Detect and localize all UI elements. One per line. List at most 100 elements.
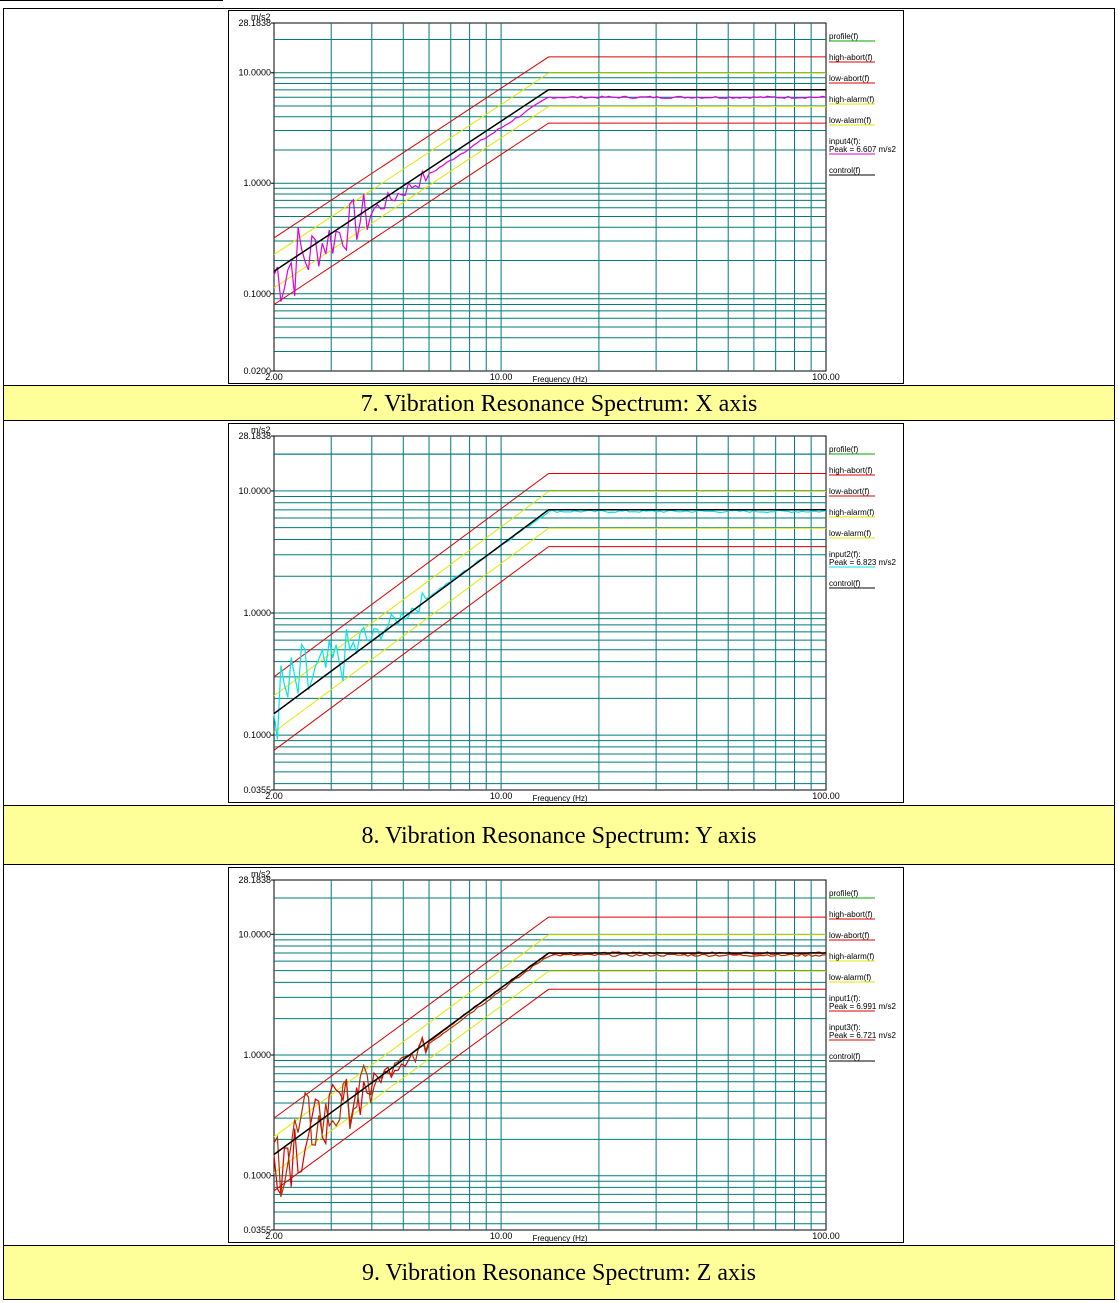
x-tick-label: 100.00 <box>812 372 840 382</box>
x-ticks: 2.00 10.00 100.00 <box>265 791 840 801</box>
chart-x-svg: 28.1838 10.0000 1.0000 0.1000 0.0200 m/s2 2.00… <box>238 12 896 383</box>
x-ticks: 2.00 10.00 100.00 <box>265 372 840 382</box>
legend: profile(f) high-abort(f) low-abort(f) high-… <box>829 32 896 176</box>
legend-item: low-alarm(f) <box>829 973 875 983</box>
series-line <box>273 970 826 1174</box>
legend-item: high-alarm(f) <box>829 95 875 105</box>
y-tick-label: 1.0000 <box>243 608 271 618</box>
legend-sublabel: Peak = 6.607 m/s2 <box>829 145 896 154</box>
series-line <box>273 72 826 256</box>
series-line <box>273 953 827 1198</box>
x-tick-label: 10.00 <box>490 791 513 801</box>
legend-label: input1(f): <box>829 994 861 1003</box>
x-grid <box>330 23 812 371</box>
legend-item: control(f) <box>829 1052 875 1062</box>
legend-item: low-abort(f) <box>829 74 875 84</box>
legend-item: high-alarm(f) <box>829 952 875 962</box>
legend-sublabel: Peak = 6.721 m/s2 <box>829 1031 896 1040</box>
series-6 <box>273 509 826 715</box>
caption-z-text: 9. Vibration Resonance Spectrum: Z axis <box>361 1260 757 1286</box>
chart-row-y: 28.1838 10.0000 1.0000 0.1000 0.0355 m/s2 2.00… <box>4 421 1114 805</box>
y-tick-label: 0.1000 <box>243 1171 271 1181</box>
y-tick-label: 28.1838 <box>238 875 271 885</box>
y-tick-label: 1.0000 <box>243 178 271 188</box>
x-ticks: 2.00 10.00 100.00 <box>265 1231 840 1241</box>
top-rule <box>0 0 223 1</box>
x-tick-label: 2.00 <box>265 372 283 382</box>
y-tick-label: 10.0000 <box>238 929 271 939</box>
plot-area <box>273 22 827 372</box>
legend-item: high-abort(f) <box>829 910 875 920</box>
series-7 <box>273 952 826 1156</box>
legend-label: input2(f): <box>829 550 861 559</box>
series-5 <box>273 95 827 302</box>
caption-x: 7. Vibration Resonance Spectrum: X axis <box>4 385 1114 421</box>
legend-label: high-abort(f) <box>829 53 873 62</box>
legend-item: profile(f) <box>829 889 875 899</box>
series-1 <box>273 473 826 678</box>
legend-label: low-alarm(f) <box>829 116 872 125</box>
chart-frame-x: 28.1838 10.0000 1.0000 0.1000 0.0200 m/s2 2.00… <box>228 10 904 384</box>
legend-label: input3(f): <box>829 1023 861 1032</box>
x-axis-label: Frequency (Hz) <box>532 794 587 802</box>
series-line <box>273 473 826 678</box>
y-grid <box>274 897 826 1225</box>
y-tick-label: 0.0355 <box>243 1225 271 1235</box>
series-6 <box>273 953 827 1198</box>
y-ticks: 28.1838 10.0000 1.0000 0.1000 0.0355 <box>238 431 274 795</box>
series-line <box>273 509 826 715</box>
series-3 <box>273 491 826 697</box>
y-tick-label: 0.0200 <box>243 366 271 376</box>
caption-x-text: 7. Vibration Resonance Spectrum: X axis <box>360 391 758 417</box>
x-axis-label: Frequency (Hz) <box>532 375 587 383</box>
legend-item: high-alarm(f) <box>829 508 875 518</box>
series-line <box>273 106 826 289</box>
series-line <box>273 122 826 305</box>
legend-item: profile(f) <box>829 445 875 455</box>
series-5 <box>273 509 827 740</box>
legend-label: control(f) <box>829 579 861 588</box>
chart-z-svg: 28.1838 10.0000 1.0000 0.1000 0.0355 m/s2 2.00… <box>238 869 896 1242</box>
x-tick-label: 2.00 <box>265 1231 283 1241</box>
legend-item: profile(f) <box>829 32 875 42</box>
legend-label: low-abort(f) <box>829 74 870 83</box>
legend-item: input4(f):Peak = 6.607 m/s2 <box>829 137 896 155</box>
x-tick-label: 100.00 <box>812 791 840 801</box>
legend-item: control(f) <box>829 166 875 176</box>
legend: profile(f) high-abort(f) low-abort(f) high-… <box>829 445 896 589</box>
legend-label: high-alarm(f) <box>829 952 875 961</box>
series-2 <box>273 122 826 305</box>
legend-label: control(f) <box>829 1052 861 1061</box>
legend-label: profile(f) <box>829 889 859 898</box>
series-line <box>273 988 826 1192</box>
legend-sublabel: Peak = 6.823 m/s2 <box>829 558 896 567</box>
series-line <box>273 916 826 1119</box>
legend-label: high-abort(f) <box>829 466 873 475</box>
legend-sublabel: Peak = 6.991 m/s2 <box>829 1002 896 1011</box>
y-ticks: 28.1838 10.0000 1.0000 0.1000 0.0200 <box>238 18 274 376</box>
caption-y: 8. Vibration Resonance Spectrum: Y axis <box>4 805 1114 865</box>
legend-label: profile(f) <box>829 445 859 454</box>
y-tick-label: 0.0355 <box>243 785 271 795</box>
series-3 <box>273 72 826 256</box>
series-line <box>273 56 826 239</box>
caption-z: 9. Vibration Resonance Spectrum: Z axis <box>4 1245 1114 1300</box>
y-ticks: 28.1838 10.0000 1.0000 0.1000 0.0355 <box>238 875 274 1235</box>
series-line <box>273 95 827 302</box>
y-tick-label: 0.1000 <box>243 730 271 740</box>
x-tick-label: 100.00 <box>812 1231 840 1241</box>
series-line <box>273 509 827 740</box>
legend-item: low-alarm(f) <box>829 116 875 126</box>
y-grid <box>274 453 826 785</box>
legend-label: low-alarm(f) <box>829 973 872 982</box>
y-tick-label: 10.0000 <box>238 486 271 496</box>
legend-label: low-abort(f) <box>829 487 870 496</box>
legend-label: control(f) <box>829 166 861 175</box>
legend-label: high-alarm(f) <box>829 508 875 517</box>
series-6 <box>273 89 826 272</box>
legend-label: low-abort(f) <box>829 931 870 940</box>
legend-item: input1(f):Peak = 6.991 m/s2 <box>829 994 896 1012</box>
series-line <box>273 546 826 751</box>
legend-item: high-abort(f) <box>829 466 875 476</box>
legend-label: high-abort(f) <box>829 910 873 919</box>
